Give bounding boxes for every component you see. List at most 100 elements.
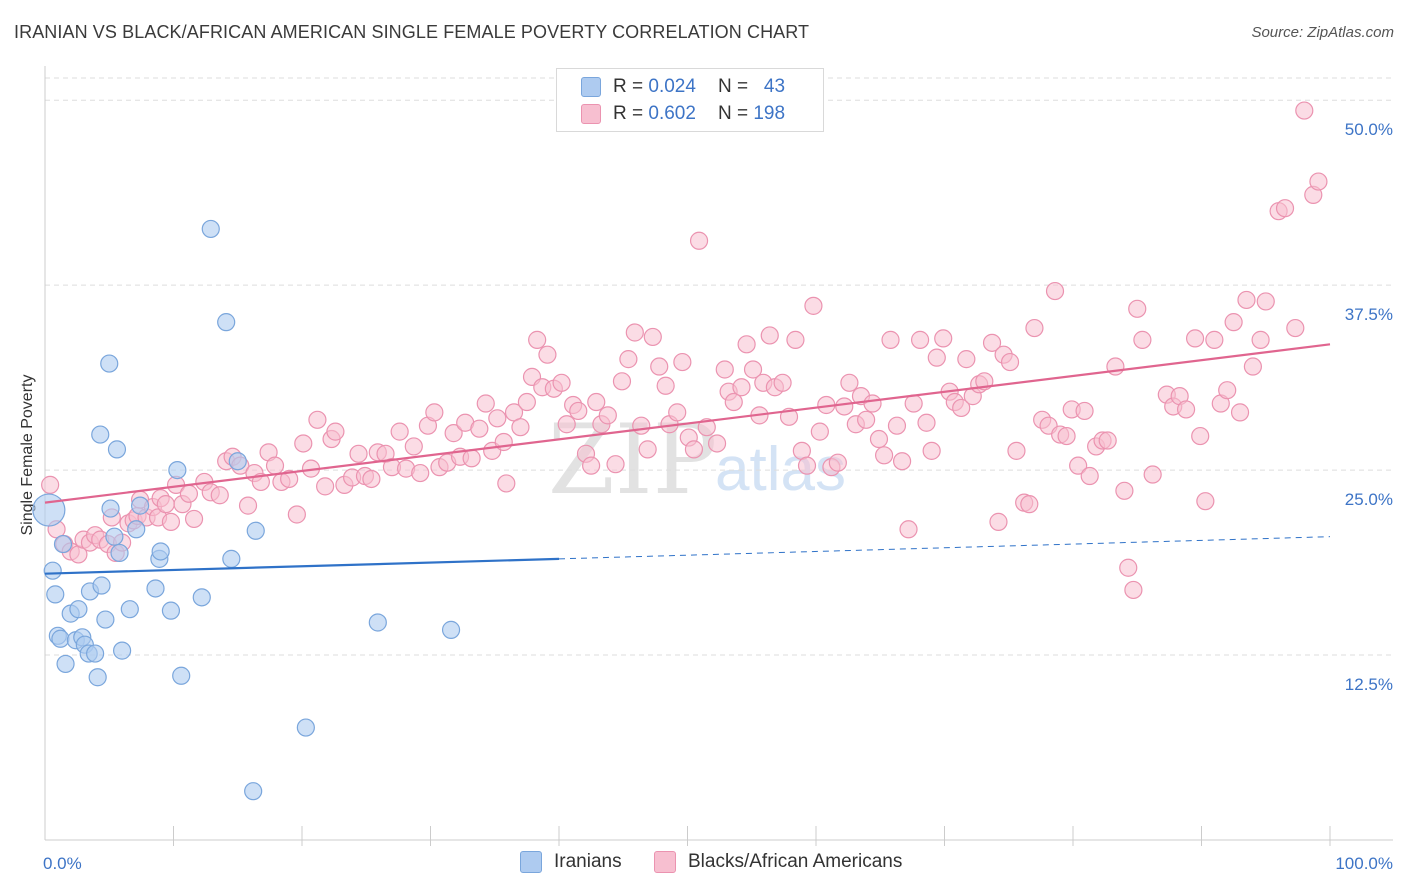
data-point-black-african-american xyxy=(922,441,941,460)
data-point-black-african-american xyxy=(927,348,946,367)
data-point-black-african-american xyxy=(619,350,638,369)
data-point-black-african-american xyxy=(887,416,907,435)
data-point-black-african-american xyxy=(773,373,792,392)
data-point-iranian xyxy=(146,579,165,598)
data-point-black-african-american xyxy=(881,330,900,349)
data-point-iranian xyxy=(51,629,70,648)
data-point-black-african-american xyxy=(1237,290,1256,310)
data-point-black-african-american xyxy=(689,231,709,250)
data-point-black-african-american xyxy=(444,424,463,443)
data-point-black-african-american xyxy=(476,394,495,413)
data-point-iranian xyxy=(69,600,88,619)
data-point-black-african-american xyxy=(1309,172,1328,191)
data-point-black-african-american xyxy=(684,440,704,459)
legend-item-iranians[interactable]: Iranians xyxy=(520,851,622,873)
data-point-iranian xyxy=(228,452,247,471)
data-point-black-african-american xyxy=(810,422,829,441)
legend-row-iranians: R = 0.024 N = 43 xyxy=(581,75,785,99)
data-point-black-african-american xyxy=(875,446,894,465)
trendline-black-african-americans xyxy=(44,343,1331,504)
data-point-black-african-american xyxy=(707,434,727,453)
data-point-iranian xyxy=(105,527,124,546)
data-point-black-african-american xyxy=(528,330,547,349)
data-point-black-african-american xyxy=(643,327,662,347)
axes xyxy=(44,66,1393,846)
data-point-black-african-american xyxy=(1119,558,1138,577)
data-point-black-african-american xyxy=(349,444,368,463)
data-point-black-african-american xyxy=(1256,292,1275,311)
data-point-black-african-american xyxy=(1191,426,1210,446)
data-point-black-african-american xyxy=(638,440,657,459)
data-point-black-african-american xyxy=(1230,403,1250,422)
data-point-black-african-american xyxy=(606,455,625,474)
data-point-black-african-american xyxy=(982,333,1002,352)
data-point-black-african-american xyxy=(715,360,734,379)
data-point-black-african-american xyxy=(1115,481,1134,500)
data-point-iranian xyxy=(46,585,65,604)
data-point-black-african-american xyxy=(957,350,976,369)
black-african-american-points xyxy=(41,101,1328,600)
data-point-black-african-american xyxy=(673,352,692,372)
data-point-black-african-american xyxy=(1098,431,1117,450)
data-point-iranian xyxy=(201,219,220,239)
data-point-black-african-american xyxy=(1025,318,1044,338)
data-point-iranian xyxy=(246,521,265,540)
data-point-iranian xyxy=(130,496,150,515)
data-point-black-african-american xyxy=(1143,465,1162,484)
legend-r-label: R = xyxy=(613,103,644,124)
source-attribution: Source: ZipAtlas.com xyxy=(1251,24,1394,41)
data-point-black-african-american xyxy=(668,403,687,422)
data-point-black-african-american xyxy=(743,360,763,379)
data-point-black-african-american xyxy=(904,394,923,413)
data-point-black-african-american xyxy=(511,418,530,437)
data-point-iranian xyxy=(222,549,241,568)
data-point-black-african-american xyxy=(425,403,444,422)
legend-swatch-blacks xyxy=(654,851,676,873)
data-point-iranian xyxy=(296,718,315,737)
data-point-iranian xyxy=(172,666,191,685)
data-point-black-african-american xyxy=(179,484,199,503)
data-point-iranian xyxy=(56,654,75,674)
data-point-black-african-american xyxy=(786,330,805,349)
tick-labels: 12.5% 25.0% 37.5% 50.0% 0.0% 100.0% xyxy=(43,120,1393,873)
data-point-iranian xyxy=(368,613,387,632)
x-tick-label-min: 0.0% xyxy=(43,854,82,873)
data-point-black-african-american xyxy=(989,512,1008,531)
data-point-black-african-american xyxy=(737,335,756,354)
data-point-black-african-american xyxy=(857,410,876,429)
data-point-black-african-american xyxy=(1251,330,1270,349)
data-point-black-african-american xyxy=(1243,357,1263,376)
data-point-black-african-american xyxy=(294,434,313,453)
data-point-black-african-american xyxy=(497,474,516,493)
data-point-iranian xyxy=(168,460,187,480)
data-point-black-african-american xyxy=(952,398,971,418)
x-tick-label-max: 100.0% xyxy=(1335,854,1393,873)
data-point-black-african-american xyxy=(1224,313,1243,332)
y-tick-label: 25.0% xyxy=(1345,490,1393,509)
data-point-iranian xyxy=(100,354,119,373)
data-point-black-african-american xyxy=(1020,495,1039,514)
data-point-black-african-american xyxy=(557,415,576,434)
y-tick-label: 50.0% xyxy=(1345,120,1393,139)
legend-item-blacks[interactable]: Blacks/African Americans xyxy=(654,851,902,873)
data-point-black-african-american xyxy=(1185,329,1205,348)
data-point-iranian xyxy=(110,543,129,563)
data-point-black-african-american xyxy=(161,512,181,531)
data-point-black-african-american xyxy=(404,437,423,456)
data-point-black-african-american xyxy=(488,409,507,428)
data-point-black-african-american xyxy=(1128,299,1147,318)
data-point-black-african-american xyxy=(1205,330,1224,349)
data-point-black-african-american xyxy=(598,406,617,425)
legend-r-label: R = xyxy=(613,76,644,97)
data-point-black-african-american xyxy=(828,453,847,472)
data-point-black-african-american xyxy=(517,392,536,412)
data-point-black-african-american xyxy=(899,520,918,539)
correlation-legend: R = 0.024 N = 43 R = 0.602 N = 198 xyxy=(556,68,824,132)
data-point-black-african-american xyxy=(835,397,854,416)
data-point-black-african-american xyxy=(1218,381,1237,400)
data-point-black-african-american xyxy=(760,326,779,345)
data-point-black-african-american xyxy=(656,376,675,395)
data-point-black-african-american xyxy=(265,456,285,475)
data-point-black-african-american xyxy=(1133,330,1152,349)
